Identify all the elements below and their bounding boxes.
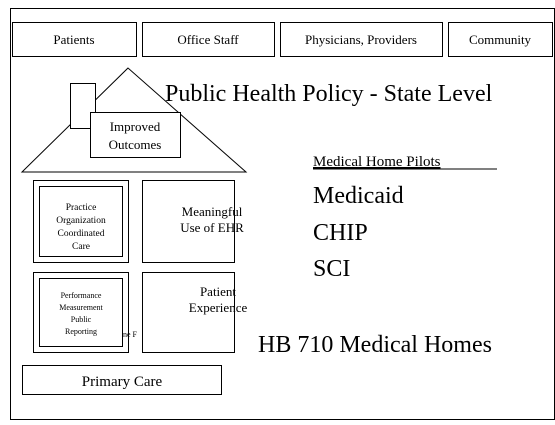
tab-box: [448, 22, 553, 57]
block-label: Public: [71, 315, 92, 324]
pilots-heading: Medical Home Pilots: [313, 154, 441, 170]
tab-label: Patients: [53, 32, 94, 47]
block-label: Experience: [189, 300, 248, 315]
roof-label: Outcomes: [109, 137, 162, 152]
block-label: Use of EHR: [180, 220, 244, 235]
block-inner: [39, 278, 123, 347]
tab-box: [12, 22, 137, 57]
foundation-label: Primary Care: [82, 374, 163, 390]
block-label: Performance: [61, 291, 102, 300]
pilot-item: SCI: [313, 256, 350, 282]
block-inner: [39, 186, 123, 257]
tab-label: Office Staff: [177, 32, 239, 47]
roof-label-box: [90, 112, 181, 158]
block-outer: [142, 272, 235, 353]
block-label: Practice: [66, 203, 97, 213]
tab-label: Physicians, Providers: [305, 32, 417, 47]
roof-label: Improved: [110, 119, 161, 134]
pilot-item: Medicaid: [313, 183, 404, 209]
block-label: Measurement: [59, 303, 103, 312]
foundation-box: [22, 365, 222, 395]
tab-box: [280, 22, 443, 57]
hidden-text: ne F: [123, 330, 138, 339]
tab-bar: Patients Office Staff Physicians, Provid…: [12, 22, 553, 57]
block-outer: [142, 180, 235, 263]
block-label: Reporting: [65, 327, 97, 336]
block-label: Meaningful: [182, 204, 243, 219]
pilot-item: CHIP: [313, 220, 368, 246]
bill: HB 710 Medical Homes: [258, 332, 492, 358]
block-label: Organization: [56, 216, 106, 226]
block-label: Patient: [200, 284, 236, 299]
block-label: Care: [72, 242, 90, 252]
tab-label: Community: [469, 32, 532, 47]
title: Public Health Policy - State Level: [165, 81, 493, 107]
block-label: Coordinated: [58, 229, 105, 239]
tab-box: [142, 22, 275, 57]
